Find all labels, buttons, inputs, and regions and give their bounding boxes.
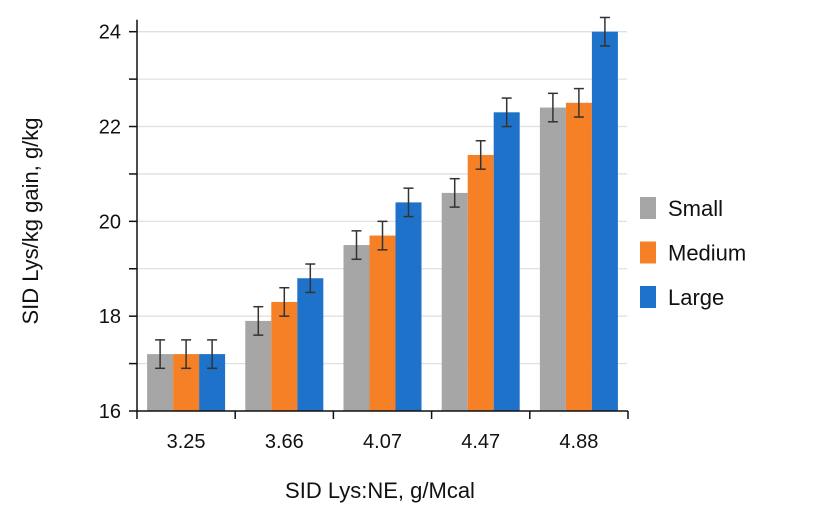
bar-large — [297, 278, 324, 411]
legend: Small Medium Large — [640, 196, 746, 310]
bar-small — [441, 192, 468, 411]
legend-swatch-small — [640, 197, 656, 219]
y-tick-label: 16 — [99, 401, 121, 423]
bar-medium — [565, 102, 592, 411]
x-tick-label: 4.88 — [559, 431, 598, 453]
x-tick-label: 4.47 — [461, 431, 500, 453]
y-tick-label: 18 — [99, 306, 121, 328]
bar-small — [539, 107, 566, 411]
y-axis-label: SID Lys/kg gain, g/kg — [18, 117, 43, 324]
x-tick-label: 3.25 — [167, 431, 206, 453]
y-tick-label: 22 — [99, 117, 121, 139]
bar-small — [343, 245, 370, 411]
bar-medium — [467, 154, 494, 411]
bar-large — [493, 112, 520, 412]
legend-swatch-large — [640, 286, 656, 308]
legend-label-medium: Medium — [668, 241, 746, 266]
legend-label-large: Large — [668, 285, 724, 310]
bar-medium — [369, 235, 396, 411]
y-tick-label: 20 — [99, 211, 121, 233]
axes: 16 18 20 22 24 3.25 3.66 4.07 4.47 4.88 — [99, 19, 629, 453]
y-tick-label: 24 — [99, 22, 121, 44]
legend-label-small: Small — [668, 196, 723, 221]
bar-small — [245, 320, 272, 411]
x-axis-label: SID Lys:NE, g/Mcal — [285, 478, 475, 503]
bar-large — [395, 202, 422, 411]
x-tick-label: 3.66 — [265, 431, 304, 453]
bars — [147, 16, 618, 412]
x-tick-label: 4.07 — [363, 431, 402, 453]
bar-large — [591, 31, 618, 411]
bar-medium — [271, 301, 298, 411]
legend-swatch-medium — [640, 241, 656, 264]
